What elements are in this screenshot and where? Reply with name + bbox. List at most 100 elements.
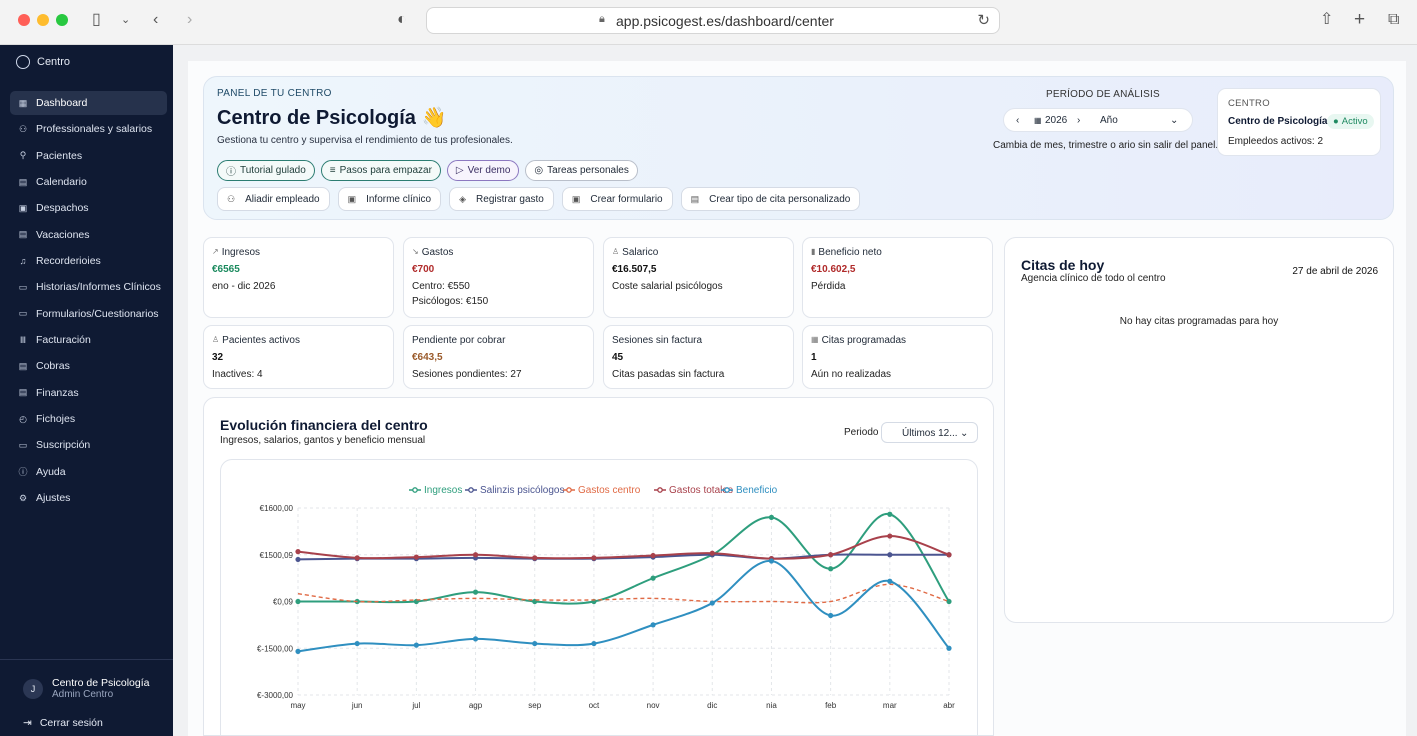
url-text: app.psicogest.es/dashboard/center — [616, 13, 834, 29]
clinical-report-button[interactable]: ▣ Informe clínico — [337, 187, 442, 211]
tasks-label: Tareas personales — [547, 165, 629, 176]
sidebar-item-10[interactable]: ▤ Cobras — [10, 354, 167, 378]
center-card: CENTRO Centro de Psicología ● Activo Empl… — [1217, 88, 1381, 156]
stat-detail: Citas pasadas sin factura — [612, 369, 725, 380]
stat-detail: Aún no realizadas — [811, 369, 892, 380]
sidebar-item-8[interactable]: ▭ Formularios/Cuestionarios — [10, 302, 167, 326]
hero-kicker: PANEL DE TU CENTRO — [217, 88, 332, 99]
data-point — [591, 555, 597, 561]
create-form-button[interactable]: ▣ Crear formulario — [561, 187, 673, 211]
address-bar[interactable]: 🔒︎ app.psicogest.es/dashboard/center ↻ — [426, 7, 1000, 34]
tutorial-chip[interactable]: ⓘ Tutorial gulado — [217, 160, 315, 181]
y-tick-label: €-3000,00 — [257, 691, 294, 700]
data-point — [532, 555, 538, 561]
period-mode[interactable]: Año — [1100, 115, 1118, 126]
legend-marker — [412, 487, 418, 493]
data-point — [472, 636, 479, 642]
tasks-chip[interactable]: ◎ Tareas personales — [525, 160, 638, 181]
sidebar-divider — [0, 659, 173, 660]
data-point — [768, 558, 775, 564]
target-icon: ◎ — [534, 165, 544, 176]
prev-period-icon[interactable]: ‹ — [1016, 115, 1020, 126]
building-icon: ▣ — [18, 202, 28, 213]
hero-subtitle: Gestiona tu centro y supervisa el rendim… — [217, 135, 513, 146]
data-point — [650, 552, 656, 559]
empty-state: No hay citas programadas para hoy — [1119, 316, 1279, 327]
stat-value: 32 — [212, 352, 224, 363]
stat-detail: Psicólogos: €150 — [412, 296, 489, 307]
close-window-button[interactable] — [18, 14, 30, 26]
back-icon[interactable]: ‹ — [153, 11, 159, 28]
sidebar-item-4[interactable]: ▣ Despachos — [10, 196, 167, 220]
stat-card: ▦ Citas programadas 1 Aún no realizadas — [802, 325, 993, 389]
sidebar-item-1[interactable]: ⚇ Professionales y salarios — [10, 117, 167, 141]
new-tab-icon[interactable]: + — [1354, 9, 1366, 30]
data-point — [946, 552, 952, 558]
today-appointments-card: Citas de hoy Agencia clínico de todo ol … — [1004, 237, 1394, 623]
period-hint: Cambia de mes, trimestre o ario sin sali… — [993, 140, 1219, 151]
stat-value: 45 — [612, 352, 624, 363]
register-expense-button[interactable]: ◈ Registrar gasto — [449, 187, 554, 211]
data-point — [828, 552, 834, 558]
stat-title: Pendiente por cobrar — [412, 335, 505, 346]
next-period-icon[interactable]: › — [1077, 115, 1081, 126]
gear-icon: ⚙ — [18, 492, 28, 503]
data-point — [887, 533, 893, 539]
sidebar-item-9[interactable]: Ⅲ Facturación — [10, 328, 167, 352]
sidebar-item-5[interactable]: ▤ Vacaciones — [10, 223, 167, 247]
sidebar-toggle-icon[interactable]: ▯ — [92, 11, 101, 28]
browser-toolbar: ▯ ⌄ ‹ › ◐ 🔒︎ app.psicogest.es/dashboard/… — [0, 0, 1417, 45]
x-tick-label: agp — [469, 701, 483, 710]
reload-icon[interactable]: ↻ — [977, 12, 990, 29]
sidebar-item-label: Recorderioies — [36, 255, 101, 268]
play-icon: ▷ — [455, 165, 464, 176]
sidebar-item-12[interactable]: ◴ Fichojes — [10, 407, 167, 431]
stat-value: €6565 — [212, 264, 240, 275]
bell-icon: ♫ — [19, 256, 27, 267]
data-point — [768, 514, 775, 520]
forward-icon[interactable]: › — [187, 11, 193, 28]
legend-label: Gastos totales — [669, 485, 733, 496]
stat-title-label: Beneficio neto — [818, 247, 882, 258]
add-employee-button[interactable]: ⚇ Aliadir empleado — [217, 187, 330, 211]
sidebar-item-2[interactable]: ⚲ Pacientes — [10, 144, 167, 168]
create-appointment-type-button[interactable]: ▤ Crear tipo de cita personalizado — [680, 187, 861, 211]
sidebar-item-label: Professionales y salarios — [36, 123, 153, 136]
minimize-window-button[interactable] — [37, 14, 49, 26]
sidebar-item-11[interactable]: ▤ Finanzas — [10, 381, 167, 405]
sidebar-item-label: Calendario — [36, 176, 87, 189]
help-icon: ⓘ — [18, 467, 28, 478]
sidebar-brand[interactable]: Centro — [16, 55, 70, 69]
sidebar-item-15[interactable]: ⚙ Ajustes — [10, 486, 167, 510]
data-point — [650, 575, 656, 581]
demo-chip[interactable]: ▷ Ver demo — [446, 160, 520, 181]
shield-icon[interactable]: ◐ — [397, 11, 407, 28]
sidebar-item-14[interactable]: ⓘ Ayuda — [10, 460, 167, 484]
y-tick-label: €1600,00 — [260, 504, 294, 513]
user-profile[interactable]: J Centro de Psicología Admin Centro — [23, 677, 149, 700]
sidebar-item-6[interactable]: ♫ Recorderioies — [10, 249, 167, 273]
stat-card: Pendiente por cobrar €643,5 Sesiones pondi… — [403, 325, 594, 389]
sidebar-item-0[interactable]: ▦ Dashboard — [10, 91, 167, 115]
sidebar-item-label: Ajustes — [36, 492, 71, 505]
hero-panel: PANEL DE TU CENTRO Centro de Psicología … — [203, 76, 1394, 220]
period-filter-select[interactable]: Últimos 12... ⌄ — [881, 422, 978, 443]
maximize-window-button[interactable] — [56, 14, 68, 26]
sidebar-item-3[interactable]: ▤ Calendario — [10, 170, 167, 194]
sidebar-item-7[interactable]: ▭ Historias/Informes Clínicos — [10, 275, 167, 299]
stat-value: €700 — [412, 264, 435, 275]
financial-line-chart: €1600,00€1500,09€0,09€-1500,00€-3000,00m… — [257, 485, 955, 710]
legend-marker — [657, 487, 663, 493]
tabs-overview-icon[interactable]: ⧉ — [1388, 11, 1400, 28]
sidebar-item-label: Cobras — [36, 360, 70, 373]
chevron-down-icon[interactable]: ⌄ — [1170, 115, 1179, 126]
period-year[interactable]: 2026 — [1045, 115, 1068, 126]
period-selector: ‹ ▦ 2026 › Año ⌄ — [1003, 108, 1193, 132]
share-icon[interactable]: ⇧ — [1320, 11, 1334, 28]
steps-chip[interactable]: ≡ Pasos para empazar — [320, 160, 441, 181]
stat-detail: Centro: €550 — [412, 281, 470, 292]
sidebar-item-13[interactable]: ▭ Suscripción — [10, 433, 167, 457]
logout-button[interactable]: ⇥ Cerrar sesión — [23, 717, 103, 729]
chevron-down-icon[interactable]: ⌄ — [121, 14, 131, 26]
trend-icon: ↗ — [212, 247, 219, 256]
